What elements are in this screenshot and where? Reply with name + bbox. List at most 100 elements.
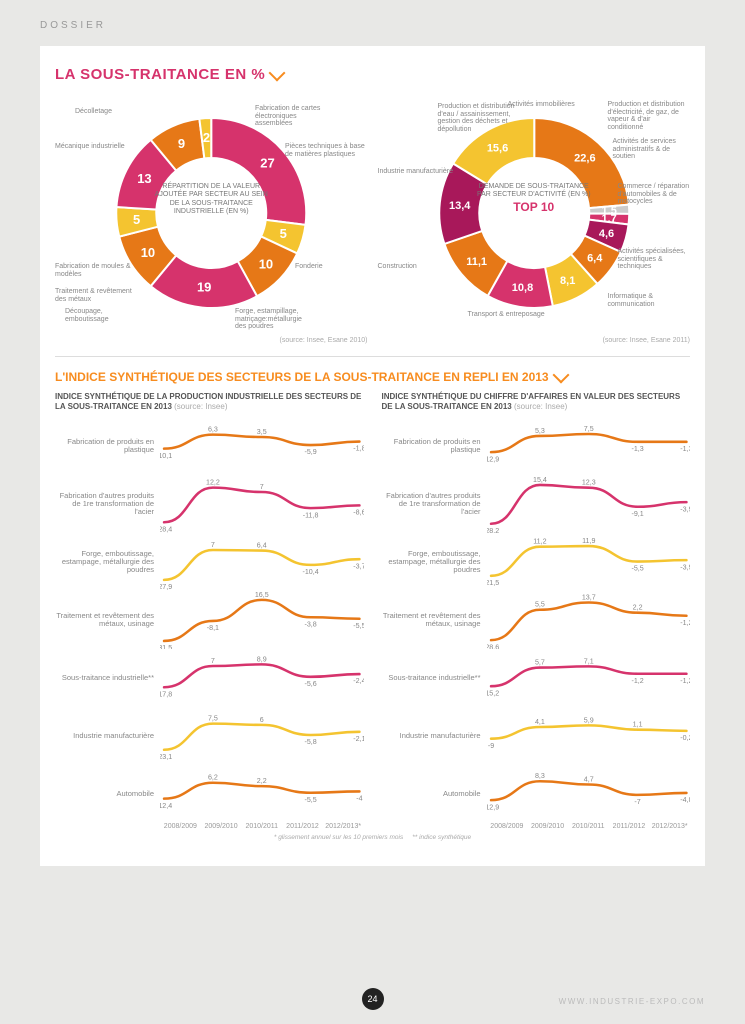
callout-label: Production et distribution d'électricité… <box>608 101 688 132</box>
mini-line-chart: -27,976,4-10,4-3,7 <box>160 533 364 591</box>
line-label: Fabrication de produits en plastique <box>55 438 160 455</box>
point-value: 6,2 <box>208 774 218 782</box>
point-value: -10,1 <box>160 452 172 460</box>
mini-line-chart: -12,46,22,2-5,5-4 <box>160 765 364 823</box>
x-label: 2008/2009 <box>160 823 201 830</box>
line-row: Automobile-12,46,22,2-5,5-4 <box>55 765 364 823</box>
segment-value: 8,1 <box>560 275 575 287</box>
point-value: -1,2 <box>631 677 643 685</box>
point-value: 7 <box>211 541 215 549</box>
page-number: 24 <box>362 988 384 1010</box>
mini-line-chart: -28,412,27-11,8-8,6 <box>160 475 364 533</box>
point-value: -0,2 <box>680 734 690 742</box>
segment-value: 10 <box>141 245 155 260</box>
line-row: Automobile-12,98,34,7-7-4,8 <box>382 765 691 823</box>
point-value: -4,8 <box>680 796 690 804</box>
point-value: -5,5 <box>353 622 363 630</box>
line-label: Fabrication d'autres produits de 1re tra… <box>382 492 487 517</box>
segment-value: 10 <box>259 256 273 271</box>
segment-value: 22,6 <box>574 153 595 165</box>
point-value: 2,2 <box>257 777 267 785</box>
point-value: -8,6 <box>353 509 363 517</box>
point-value: -4 <box>356 795 362 803</box>
callout-label: Production et distribution d'eau / assai… <box>438 103 518 134</box>
donut2-center: DEMANDE DE SOUS-TRAITANCE PAR SECTEUR D'… <box>474 183 594 214</box>
line-label: Industrie manufacturière <box>55 732 160 740</box>
line-row: Forge, emboutissage, estampage, métallur… <box>382 533 691 591</box>
line-row: Traitement et revêtement des métaux, usi… <box>55 591 364 649</box>
line-label: Traitement et revêtement des métaux, usi… <box>382 612 487 629</box>
left-heading: INDICE SYNTHÉTIQUE DE LA PRODUCTION INDU… <box>55 392 364 411</box>
line-row: Fabrication de produits en plastique-12,… <box>382 417 691 475</box>
point-value: 4,1 <box>534 718 544 726</box>
callout-label: Décolletage <box>75 108 112 116</box>
point-value: 7,5 <box>208 715 218 723</box>
point-value: 16,5 <box>255 591 269 599</box>
mini-line-chart: -94,15,91,1-0,2 <box>487 707 691 765</box>
point-value: 1,1 <box>632 721 642 729</box>
x-label: 2009/2010 <box>527 823 568 830</box>
segment-value: 5 <box>280 226 287 241</box>
segment-value: 19 <box>197 280 211 295</box>
line-row: Industrie manufacturière-94,15,91,1-0,2 <box>382 707 691 765</box>
callout-label: Fabrication de moules & modèles <box>55 263 135 278</box>
line-label: Fabrication d'autres produits de 1re tra… <box>55 492 160 517</box>
line-label: Traitement et revêtement des métaux, usi… <box>55 612 160 629</box>
donut1-source: (source: Insee, Esane 2010) <box>55 337 368 344</box>
arrow-icon <box>269 65 286 82</box>
point-value: -7 <box>634 798 640 806</box>
line-row: Fabrication de produits en plastique-10,… <box>55 417 364 475</box>
point-value: -17,8 <box>160 691 172 699</box>
point-value: -5,5 <box>631 565 643 573</box>
point-value: -1,3 <box>680 445 690 453</box>
line-label: Automobile <box>382 790 487 798</box>
segment-value: 13,4 <box>448 200 470 212</box>
point-value: -2,1 <box>353 735 363 743</box>
callout-label: Pièces techniques à base de matières pla… <box>285 143 365 158</box>
mini-line-chart: -23,17,56-5,8-2,1 <box>160 707 364 765</box>
point-value: -3,9 <box>680 505 690 513</box>
arrow-icon <box>552 367 569 384</box>
x-label: 2009/2010 <box>201 823 242 830</box>
segment-value: 4,6 <box>598 228 613 240</box>
point-value: 5,3 <box>534 427 544 435</box>
callout-label: Activités de services administratifs & d… <box>613 138 691 161</box>
point-value: 8,9 <box>257 656 267 664</box>
segment-value: 11,1 <box>466 256 487 268</box>
donut2-block: 22,61,51,74,66,48,110,811,113,415,6 DEMA… <box>378 93 691 344</box>
point-value: 3,5 <box>257 428 267 436</box>
segment-value: 5 <box>133 212 140 227</box>
point-value: -12,9 <box>487 803 499 811</box>
line-label: Automobile <box>55 790 160 798</box>
segment-value: 15,6 <box>486 143 507 155</box>
point-value: -3,9 <box>680 563 690 571</box>
x-label: 2012/2013* <box>323 823 364 830</box>
point-value: 5,9 <box>583 717 593 725</box>
callout-label: Industrie manufacturière <box>378 168 453 176</box>
point-value: 12,3 <box>581 479 595 487</box>
point-value: 7,5 <box>583 425 593 433</box>
x-label: 2011/2012 <box>282 823 323 830</box>
point-value: -1,2 <box>680 619 690 627</box>
point-value: 6,4 <box>257 542 267 550</box>
segment-value: 10,8 <box>511 282 532 294</box>
segment-value: 13 <box>137 171 151 186</box>
point-value: -15,2 <box>487 690 499 698</box>
x-label: 2008/2009 <box>487 823 528 830</box>
callout-label: Transport & entreposage <box>468 311 545 319</box>
point-value: 11,2 <box>533 538 546 546</box>
segment-value: 27 <box>260 155 274 170</box>
callout-label: Fabrication de cartes électroniques asse… <box>255 105 335 128</box>
divider <box>55 356 690 357</box>
line-row: Industrie manufacturière-23,17,56-5,8-2,… <box>55 707 364 765</box>
mini-line-chart: -28,65,513,72,2-1,2 <box>487 591 691 649</box>
mini-line-chart: -12,95,37,5-1,3-1,3 <box>487 417 691 475</box>
point-value: -12,4 <box>160 802 172 810</box>
mini-line-chart: -15,25,77,1-1,2-1,2 <box>487 649 691 707</box>
callout-label: Mécanique industrielle <box>55 143 125 151</box>
callout-label: Commerce / réparation d'automobiles & de… <box>618 183 691 206</box>
line-label: Sous-traitance industrielle** <box>382 674 487 682</box>
xaxis-right: 2008/20092009/20102010/20112011/20122012… <box>487 823 691 830</box>
line-row: Fabrication d'autres produits de 1re tra… <box>382 475 691 533</box>
x-label: 2010/2011 <box>568 823 609 830</box>
